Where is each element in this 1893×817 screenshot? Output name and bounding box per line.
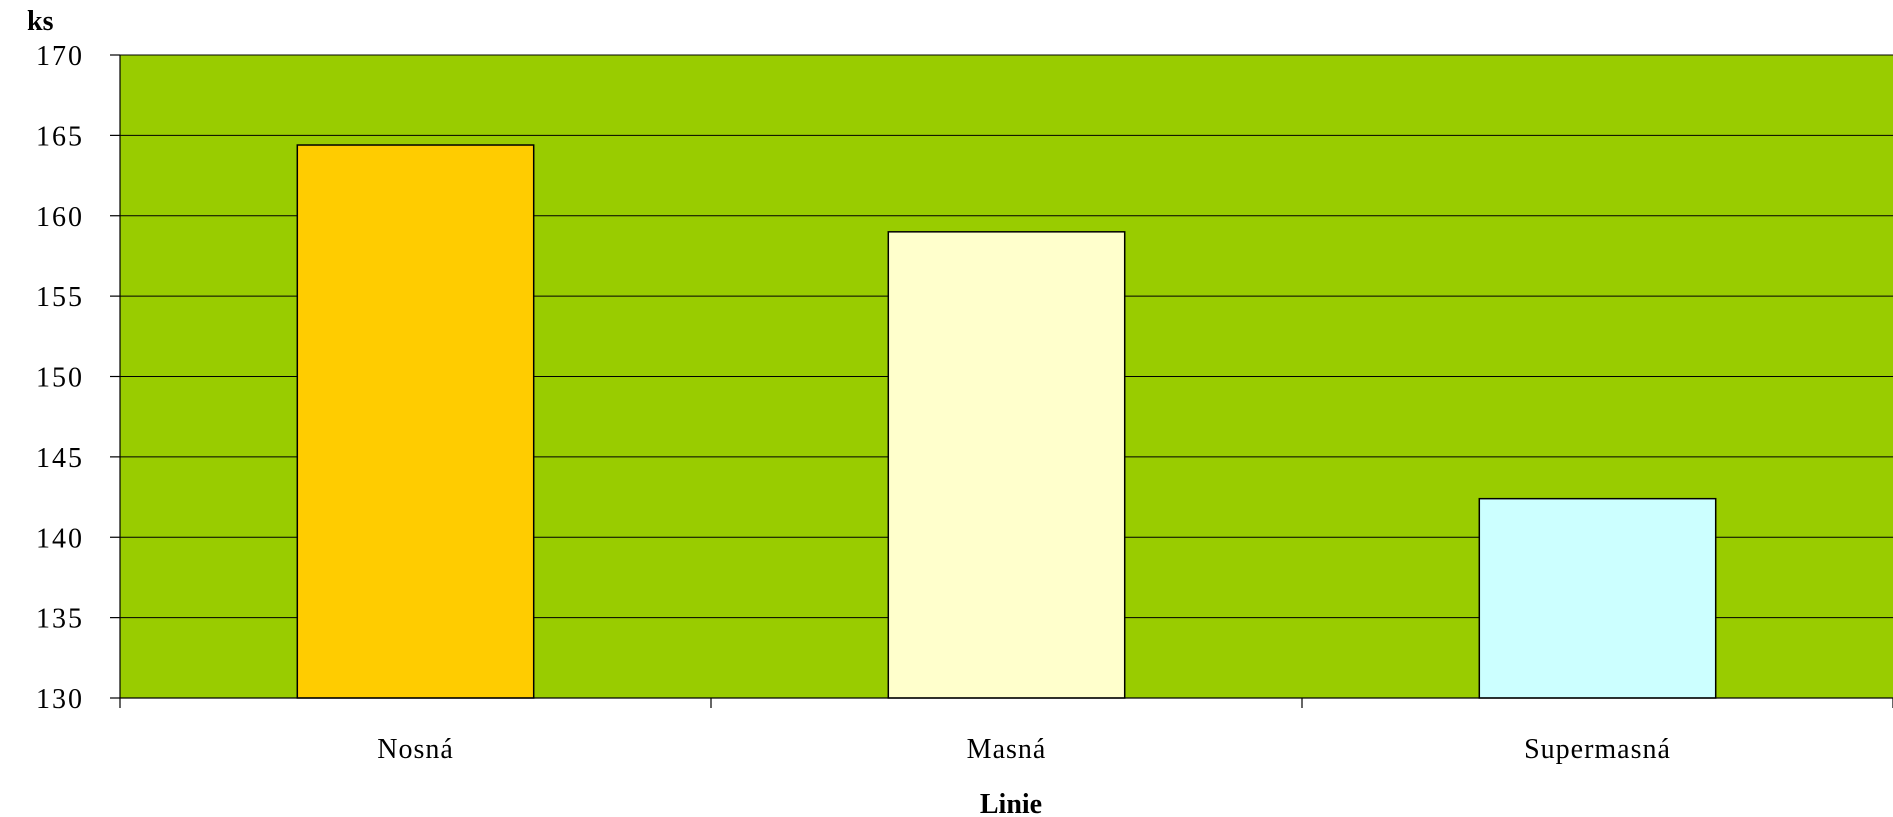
bar-supermasná	[1478, 497, 1717, 699]
y-tick-label: 165	[36, 121, 84, 152]
x-tick-label: Supermasná	[1524, 734, 1671, 765]
y-tick-label: 150	[36, 363, 84, 394]
bar-masná	[887, 231, 1126, 699]
y-tick-label: 135	[36, 604, 84, 635]
y-ticks: 130 135 140 145 150 155 160 165 170	[36, 41, 120, 715]
bar-nosná	[296, 144, 535, 699]
y-tick-label: 160	[36, 202, 84, 233]
y-tick-label: 140	[36, 523, 84, 554]
y-tick-label: 130	[36, 684, 84, 715]
x-tick-label: Masná	[967, 734, 1047, 765]
x-ticks: Nosná Masná Supermasná	[119, 698, 1893, 765]
y-axis-title: ks	[27, 6, 54, 37]
x-tick-label: Nosná	[377, 734, 454, 765]
bars	[296, 144, 1717, 699]
x-axis-title: Linie	[980, 789, 1042, 817]
y-tick-label: 170	[36, 41, 84, 72]
y-tick-label: 155	[36, 282, 84, 313]
y-tick-label: 145	[36, 443, 84, 474]
